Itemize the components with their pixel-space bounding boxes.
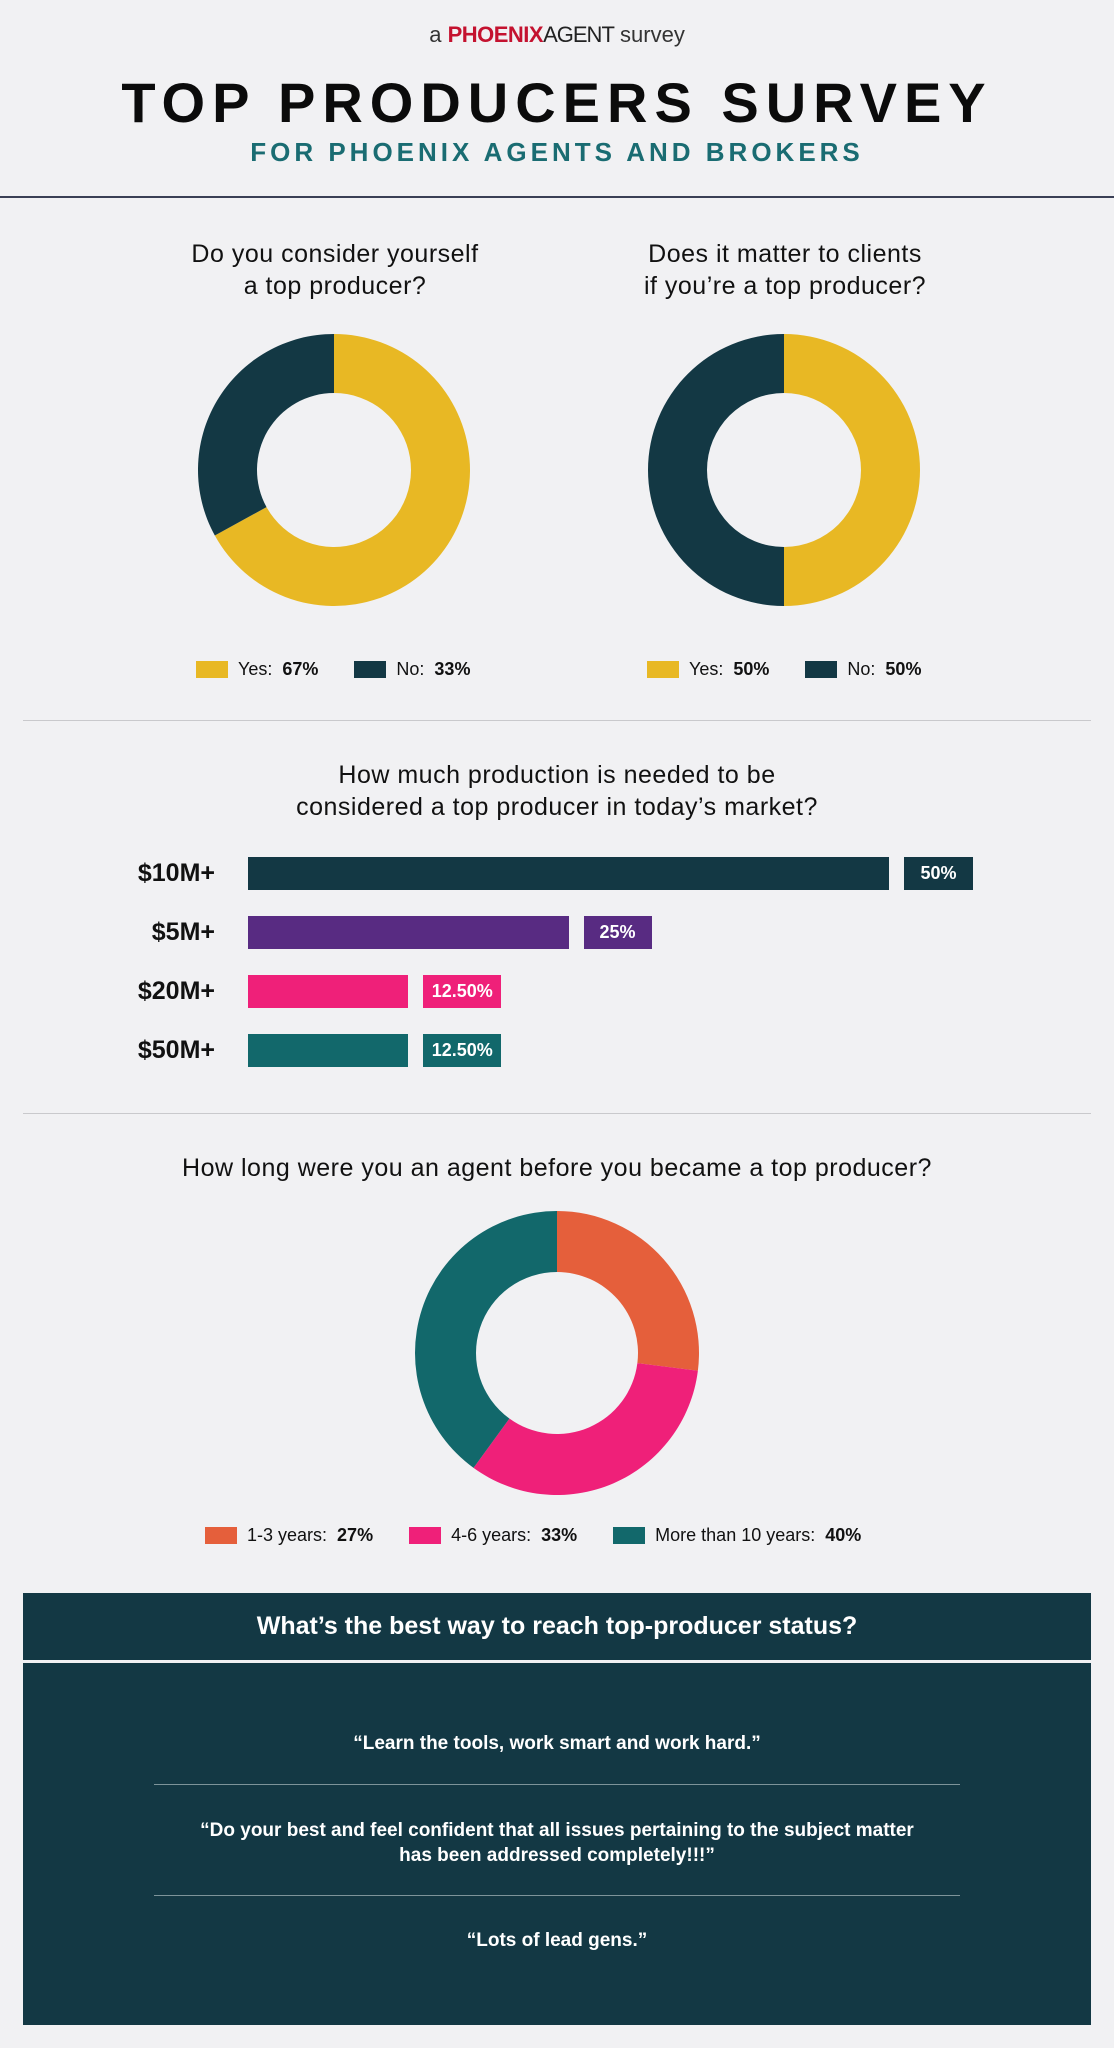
donut-chart-1	[198, 334, 470, 606]
legend-label-yes: Yes:	[689, 659, 724, 679]
legend-value-yes: 50%	[733, 659, 770, 679]
legend-label-4-6-years: 4-6 years:	[451, 1525, 532, 1545]
legend-value-yes: 67%	[282, 659, 319, 679]
chart-4-title: How long were you an agent before you be…	[182, 1154, 932, 1182]
quotes-panel-body	[23, 1663, 1091, 2025]
quote-2: “Do your best and feel confident that al…	[200, 1820, 914, 1866]
legend-label-more-than-10-years: More than 10 years:	[655, 1525, 816, 1545]
donut-slice-yes	[214, 334, 470, 606]
donut-chart-2	[648, 334, 920, 606]
chart-1-title-line1: Do you consider yourself	[191, 240, 479, 268]
donut-slice-no	[648, 334, 784, 606]
chart-2-title-line2: if you’re a top producer?	[643, 272, 927, 300]
bar-20m	[248, 975, 409, 1008]
legend-label-no: No:	[847, 659, 876, 679]
page-subtitle: FOR PHOENIX AGENTS AND BROKERS	[250, 137, 864, 167]
legend-swatch-no	[354, 661, 387, 678]
bar-category-label: $20M+	[137, 977, 215, 1005]
bar-category-label: $50M+	[137, 1036, 215, 1064]
legend-item-yes: Yes: 50%	[647, 659, 769, 680]
legend-label-1-3-years: 1-3 years:	[247, 1525, 328, 1545]
legend-swatch-yes	[647, 661, 679, 678]
brand-prefix: a	[429, 22, 442, 47]
bar-10m	[248, 857, 889, 890]
chart-4-legend: 1-3 years: 27% 4-6 years: 33% More than 10…	[205, 1525, 861, 1546]
donut-chart-3	[415, 1211, 699, 1495]
bar-category-label: $5M+	[151, 918, 215, 946]
donut-slice-4-6-years	[473, 1363, 698, 1495]
brand-suffix: survey	[620, 22, 685, 47]
bar-50m	[248, 1034, 409, 1067]
legend-item-no: No: 50%	[805, 659, 921, 680]
chart-3-title-line1: How much production is needed to be	[338, 761, 776, 789]
chart-2-title: Does it matter to clients if you’re a to…	[545, 238, 1025, 302]
donut-slice-yes	[784, 334, 920, 606]
brand-logo-agent: AGENT	[543, 22, 615, 47]
chart-1-title: Do you consider yourself a top producer?	[95, 238, 575, 302]
legend-item-1-3-years: 1-3 years: 27%	[205, 1525, 373, 1546]
legend-item-yes: Yes: 67%	[196, 659, 318, 680]
bar-value-label: 12.50%	[423, 975, 502, 1008]
bar-value-label: 12.50%	[423, 1034, 502, 1067]
legend-value-1-3-years: 27%	[337, 1525, 374, 1545]
quotes-panel-separator	[23, 1660, 1091, 1663]
chart-2-legend: Yes: 50% No: 50%	[647, 659, 921, 680]
brand-line: a PHOENIXAGENT survey	[0, 22, 1114, 48]
quote-1: “Learn the tools, work smart and work ha…	[353, 1733, 761, 1754]
legend-item-more-than-10-years: More than 10 years: 40%	[613, 1525, 861, 1546]
bar-5m	[248, 916, 569, 949]
legend-swatch-yes	[196, 661, 228, 678]
bar-category-label: $10M+	[137, 859, 215, 887]
chart-3-title-line2: considered a top producer in today’s mar…	[296, 793, 818, 821]
legend-value-no: 50%	[885, 659, 922, 679]
legend-value-more-than-10-years: 40%	[825, 1525, 862, 1545]
chart-1-title-line2: a top producer?	[243, 272, 427, 300]
legend-swatch-1-3-years	[205, 1527, 237, 1544]
section-divider-1	[23, 720, 1091, 721]
quotes-panel-title: What’s the best way to reach top-produce…	[256, 1612, 858, 1640]
page-title: TOP PRODUCERS SURVEY	[121, 71, 993, 134]
bar-value-label: 25%	[583, 916, 652, 949]
quote-3: “Lots of lead gens.”	[466, 1930, 648, 1951]
legend-value-4-6-years: 33%	[541, 1525, 578, 1545]
quote-divider-1	[154, 1784, 960, 1785]
donut-slice-1-3-years	[557, 1211, 699, 1371]
legend-swatch-4-6-years	[409, 1527, 442, 1544]
bar-value-label: 50%	[904, 857, 973, 890]
legend-label-no: No:	[396, 659, 425, 679]
brand-logo-phoenix: PHOENIX	[447, 22, 544, 47]
legend-swatch-no	[805, 661, 838, 678]
header-divider	[0, 196, 1114, 198]
chart-1-legend: Yes: 67% No: 33%	[196, 659, 470, 680]
chart-2-title-line1: Does it matter to clients	[648, 240, 922, 268]
legend-item-no: No: 33%	[354, 659, 470, 680]
legend-swatch-more-than-10-years	[613, 1527, 646, 1544]
section-divider-2	[23, 1113, 1091, 1114]
legend-label-yes: Yes:	[238, 659, 273, 679]
quotes-panel-header	[23, 1593, 1091, 1660]
donut-slice-more-than-10-years	[415, 1211, 557, 1468]
quote-divider-2	[154, 1895, 960, 1896]
donut-slice-no	[198, 334, 334, 536]
legend-value-no: 33%	[434, 659, 471, 679]
legend-item-4-6-years: 4-6 years: 33%	[409, 1525, 577, 1546]
chart-3-title: How much production is needed to be cons…	[0, 759, 1114, 823]
